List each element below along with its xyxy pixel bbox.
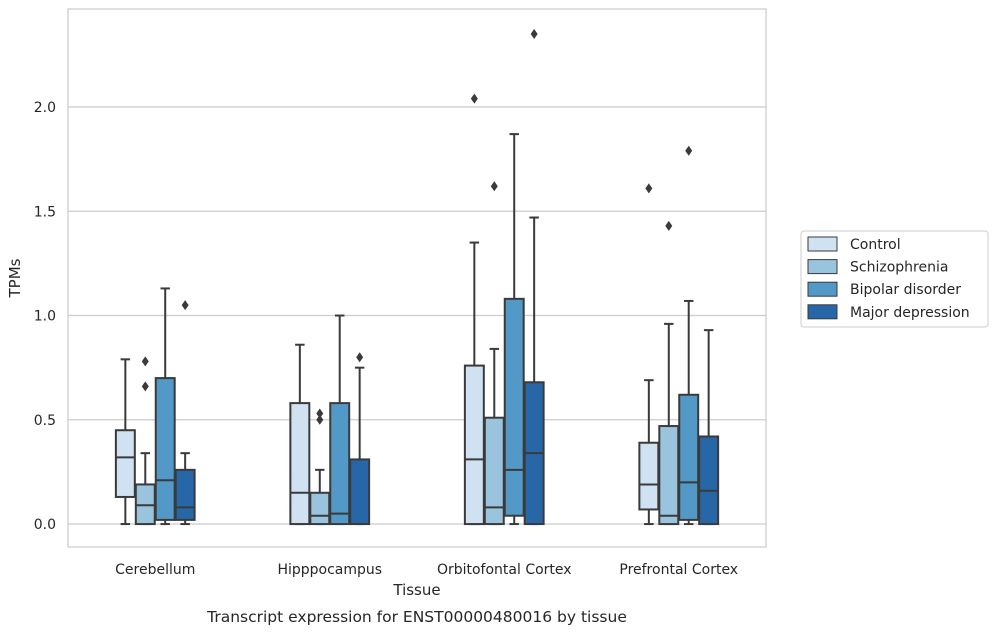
y-axis-label: TPMs: [6, 258, 24, 298]
y-tick-label: 2.0: [34, 100, 56, 116]
box: [134, 483, 156, 526]
legend-items: Control Schizophrenia Bipolar disorder Majo…: [807, 236, 970, 321]
outlier-point: [316, 414, 324, 425]
outlier-point: [356, 352, 364, 363]
box-group: [134, 356, 156, 526]
box-group: [349, 352, 371, 526]
box-group: [483, 181, 505, 526]
outlier-point: [316, 408, 324, 419]
x-axis-label: Tissue: [392, 581, 440, 599]
outlier-point: [470, 93, 478, 104]
box: [114, 429, 136, 498]
outlier-point: [141, 356, 149, 367]
legend-label: Control: [850, 237, 901, 253]
box: [174, 468, 196, 521]
y-tick-label: 1.0: [34, 309, 56, 325]
chart-caption: Transcript expression for ENST0000048001…: [206, 608, 627, 626]
outlier-point: [645, 183, 653, 194]
outlier-point: [530, 29, 538, 40]
box-group: [329, 314, 351, 526]
box-group: [289, 343, 311, 526]
outlier-point: [141, 381, 149, 392]
y-tick-label: 0.0: [34, 517, 56, 533]
box-group: [678, 145, 700, 526]
box: [678, 393, 700, 521]
legend-label: Major depression: [850, 305, 970, 321]
box: [154, 377, 176, 521]
outlier-point: [181, 300, 189, 311]
legend-swatch: [807, 281, 838, 297]
x-tick-label: Orbitofontal Cortex: [437, 562, 572, 578]
box-group: [503, 133, 525, 526]
box-group: [463, 93, 485, 526]
plot-frame: [67, 8, 767, 548]
legend-label: Schizophrenia: [850, 260, 948, 276]
box-group: [658, 220, 680, 526]
box-group: [523, 29, 545, 526]
y-tick-labels: 0.0 0.5 1.0 1.5 2.0: [34, 100, 56, 533]
legend-swatch: [807, 304, 838, 320]
box: [463, 364, 485, 526]
box-group: [154, 287, 176, 526]
box: [503, 297, 525, 517]
outlier-point: [665, 220, 673, 231]
box: [349, 458, 371, 526]
x-tick-label: Prefrontal Cortex: [619, 562, 738, 578]
legend-swatch: [807, 259, 838, 275]
x-tick-labels: Cerebellum Hipppocampus Orbitofontal Corte…: [115, 562, 738, 578]
box: [638, 441, 660, 511]
box: [698, 435, 720, 526]
x-tick-label: Cerebellum: [115, 562, 195, 578]
x-tick-label: Hipppocampus: [277, 562, 382, 578]
box-group: [698, 329, 720, 526]
outlier-point: [685, 145, 693, 156]
box-group: [638, 183, 660, 526]
box: [658, 425, 680, 526]
boxes-layer: [114, 29, 720, 526]
box: [289, 402, 311, 526]
box-group: [114, 358, 136, 526]
legend-label: Bipolar disorder: [850, 282, 961, 298]
box: [329, 402, 351, 526]
legend-swatch: [807, 236, 838, 252]
legend: Control Schizophrenia Bipolar disorder Majo…: [800, 230, 989, 328]
box-group: [174, 300, 196, 526]
outlier-point: [490, 181, 498, 192]
legend-frame: [800, 230, 989, 328]
box-group: [309, 408, 331, 526]
y-tick-label: 1.5: [34, 204, 56, 220]
box: [309, 491, 331, 526]
y-tick-label: 0.5: [34, 413, 56, 429]
